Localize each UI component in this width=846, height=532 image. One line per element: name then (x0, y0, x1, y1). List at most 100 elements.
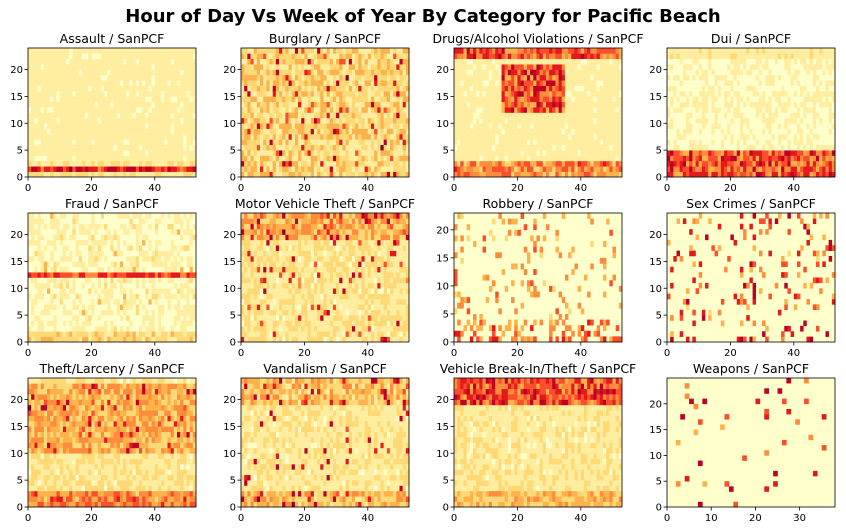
heatmap-cell (361, 171, 365, 178)
heatmap-cell (282, 91, 286, 97)
heatmap-cell (755, 134, 760, 140)
heatmap-cell (53, 85, 57, 92)
heatmap-cell (507, 171, 512, 178)
heatmap-cell (260, 150, 264, 156)
heatmap-cell (348, 139, 353, 146)
heatmap-cell (679, 74, 684, 81)
heatmap-cell (498, 91, 502, 97)
heatmap-cell (787, 64, 791, 70)
heatmap-cell (154, 107, 159, 113)
heatmap-cell (507, 96, 512, 103)
heatmap-cell (822, 91, 826, 97)
heatmap-cell (161, 107, 165, 113)
heatmap-cell (771, 64, 776, 70)
heatmap-cell (812, 144, 817, 151)
heatmap-cell (351, 101, 356, 108)
heatmap-cell (329, 53, 334, 60)
heatmap-cell (241, 69, 245, 76)
heatmap-cell (587, 128, 591, 135)
heatmap-cell (370, 85, 375, 92)
heatmap-cell (460, 80, 464, 86)
heatmap-cell (514, 117, 518, 124)
heatmap-cell (176, 155, 181, 162)
heatmap-cell (129, 171, 133, 178)
heatmap-cell (806, 85, 810, 92)
heatmap-cell (466, 85, 471, 92)
heatmap-cell (260, 69, 264, 76)
heatmap-cell (113, 85, 118, 92)
heatmap-cell (828, 80, 833, 86)
heatmap-cell (405, 85, 410, 92)
heatmap-cell (62, 64, 67, 70)
heatmap-cell (542, 74, 547, 81)
heatmap-cell (94, 128, 99, 135)
heatmap-cell (815, 101, 820, 108)
heatmap-cell (53, 128, 57, 135)
heatmap-cell (790, 134, 795, 140)
heatmap-cell (31, 155, 35, 162)
heatmap-cell (386, 112, 391, 119)
heatmap-cell (507, 85, 512, 92)
heatmap-cell (110, 171, 114, 178)
heatmap-cell (53, 166, 57, 172)
heatmap-cell (180, 91, 184, 97)
heatmap-cell (463, 85, 467, 92)
heatmap-cell (523, 123, 528, 129)
heatmap-cell (310, 171, 315, 178)
heatmap-cell (561, 144, 566, 151)
heatmap-cell (167, 117, 171, 124)
heatmap-cell (695, 64, 699, 70)
heatmap-cell (40, 80, 45, 86)
heatmap-cell (53, 58, 57, 65)
heatmap-cell (504, 80, 509, 86)
heatmap-cell (62, 166, 67, 172)
heatmap-cell (673, 139, 677, 146)
heatmap-cell (679, 64, 684, 70)
heatmap-cell (469, 117, 474, 124)
heatmap-cell (288, 150, 293, 156)
heatmap-cell (263, 150, 267, 156)
heatmap-cell (485, 85, 490, 92)
heatmap-cell (492, 134, 496, 140)
heatmap-cell (545, 101, 550, 108)
heatmap-cell (768, 74, 772, 81)
heatmap-cell (266, 171, 270, 178)
heatmap-cell (85, 117, 89, 124)
heatmap-cell (154, 96, 159, 103)
heatmap-cell (526, 101, 531, 108)
heatmap-cell (164, 64, 168, 70)
heatmap-cell (351, 64, 356, 70)
heatmap-cell (476, 107, 480, 113)
heatmap-cell (473, 91, 477, 97)
heatmap-cell (549, 150, 553, 156)
heatmap-cell (454, 69, 458, 76)
heatmap-cell (558, 64, 563, 70)
heatmap-cell (132, 112, 137, 119)
heatmap-cell (796, 128, 801, 135)
heatmap-cell (304, 91, 308, 97)
heatmap-cell (463, 101, 467, 108)
heatmap-cell (564, 91, 569, 97)
heatmap-cell (402, 155, 407, 162)
heatmap-cell (777, 64, 782, 70)
heatmap-cell (116, 64, 121, 70)
heatmap-cell (50, 134, 54, 140)
heatmap-cell (345, 101, 350, 108)
heatmap-cell (170, 150, 175, 156)
heatmap-cell (97, 91, 102, 97)
heatmap-cell (695, 69, 699, 76)
heatmap-cell (310, 160, 315, 167)
heatmap-cell (336, 139, 340, 146)
heatmap-cell (304, 107, 308, 113)
heatmap-cell (250, 128, 254, 135)
heatmap-cell (157, 123, 162, 129)
heatmap-cell (670, 85, 674, 92)
heatmap-cell (279, 96, 283, 103)
heatmap-cell (186, 123, 190, 129)
heatmap-cell (294, 101, 299, 108)
heatmap-cell (768, 150, 772, 156)
heatmap-cell (53, 69, 57, 76)
heatmap-cell (370, 123, 375, 129)
heatmap-cell (460, 48, 464, 54)
heatmap-cell (520, 166, 525, 172)
